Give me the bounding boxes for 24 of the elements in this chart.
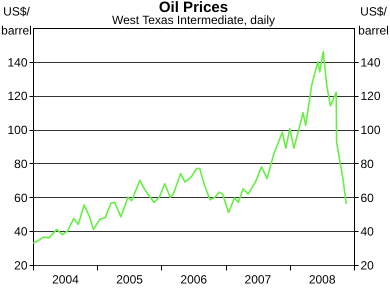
y-tick-label: 120 (7, 89, 28, 104)
y2-tick-label: 20 (360, 258, 374, 272)
x-tick-label: 2004 (52, 272, 80, 286)
chart-subtitle: West Texas Intermediate, daily (112, 13, 275, 27)
x-tick-label: 2005 (116, 272, 144, 286)
y2-tick-label: 60 (360, 190, 374, 205)
y-tick-label: 140 (7, 55, 28, 70)
y2-tick-label: 80 (360, 156, 374, 171)
y2-axis-title: US$/ barrel (358, 4, 389, 38)
y-tick-label: 100 (7, 123, 28, 138)
y2-tick-label: 40 (360, 224, 374, 239)
line-series (32, 50, 348, 244)
y-tick-label: 40 (14, 224, 28, 239)
y-tick-label: 20 (14, 258, 28, 272)
x-tick-label: 2007 (244, 272, 272, 286)
chart-title: Oil Prices (158, 0, 228, 16)
y2-tick-label: 120 (360, 89, 381, 104)
y-tick-label: 60 (14, 190, 28, 205)
y-tick-label: 80 (14, 156, 28, 171)
y2-tick-label: 100 (360, 123, 381, 138)
y2-tick-label: 140 (360, 55, 381, 70)
x-tick-label: 2008 (308, 272, 336, 286)
y-axis-title: US$/ barrel (1, 4, 32, 38)
x-tick-label: 2006 (180, 272, 208, 286)
